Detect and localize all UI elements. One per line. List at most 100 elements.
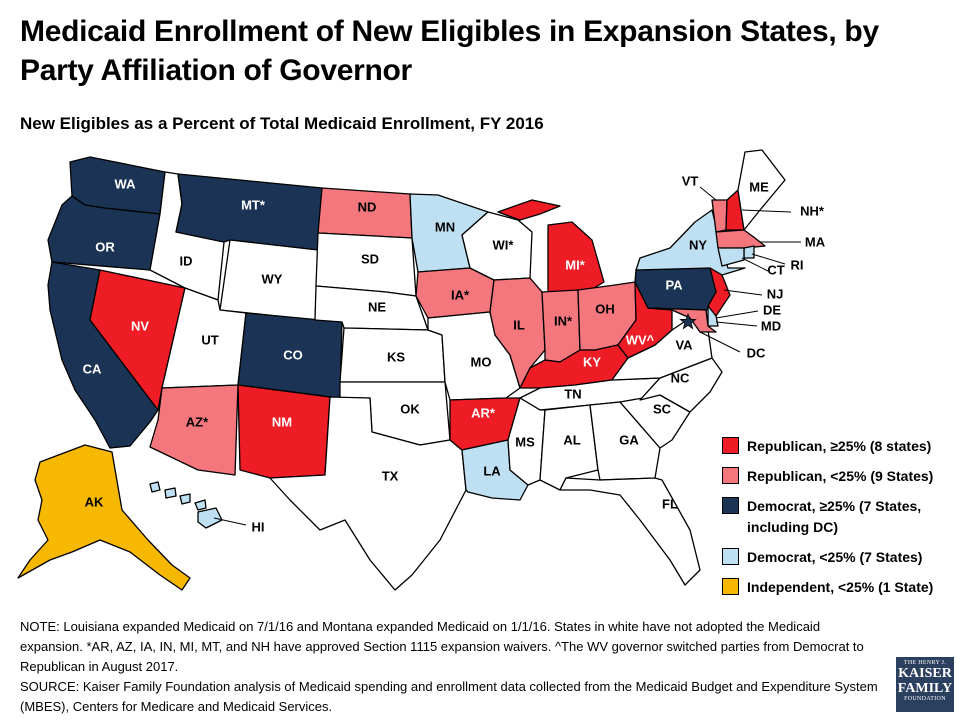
state-label-ma: MA	[805, 234, 826, 249]
page-title: Medicaid Enrollment of New Eligibles in …	[20, 15, 879, 87]
legend-label: Republican, <25% (9 States)	[747, 468, 934, 484]
state-ri	[743, 245, 755, 259]
state-label-ri: RI	[791, 257, 804, 272]
state-label-ct: CT	[767, 262, 784, 277]
legend-item-democrat-low: Democrat, <25% (7 States)	[722, 547, 960, 568]
state-label-va: VA	[675, 337, 693, 352]
state-nc	[639, 357, 723, 413]
map-subtitle: New Eligibles as a Percent of Total Medi…	[20, 114, 544, 133]
label-leader-line	[715, 321, 758, 327]
state-label-me: ME	[749, 179, 769, 194]
state-label-oh: OH	[595, 301, 615, 316]
state-label-nv: NV	[131, 318, 149, 333]
legend-label: Republican, ≥25% (8 states)	[747, 438, 932, 454]
state-label-de: DE	[763, 302, 781, 317]
state-al	[539, 404, 599, 491]
state-wi	[461, 211, 533, 281]
label-leader-line	[699, 186, 717, 201]
label-leader-line	[213, 517, 247, 526]
logo-line: THE HENRY J.	[903, 660, 947, 666]
label-leader-line	[741, 209, 792, 213]
legend-item-republican-high: Republican, ≥25% (8 states)	[722, 436, 960, 457]
state-label-nj: NJ	[767, 286, 784, 301]
state-label-nm: NM	[272, 414, 292, 429]
state-label-ks: KS	[387, 349, 405, 364]
label-leader-line	[741, 257, 769, 272]
state-label-dc: DC	[747, 345, 766, 360]
state-tx	[269, 396, 467, 591]
state-ny	[635, 209, 746, 276]
state-label-ms: MS	[515, 434, 535, 449]
state-label-ne: NE	[368, 299, 386, 314]
state-dc-star	[679, 312, 697, 330]
footnotes: NOTE: Louisiana expanded Medicaid on 7/1…	[20, 617, 880, 717]
note-text: NOTE: Louisiana expanded Medicaid on 7/1…	[20, 619, 864, 674]
state-label-tn: TN	[564, 386, 581, 401]
label-leader-line	[723, 289, 763, 296]
state-label-ak: AK	[85, 494, 104, 509]
state-label-wa: WA	[115, 176, 137, 191]
state-label-sc: SC	[653, 401, 672, 416]
state-ct	[717, 247, 745, 267]
state-label-id: ID	[180, 253, 193, 268]
state-az	[149, 384, 239, 476]
state-label-pa: PA	[665, 277, 683, 292]
logo-line: KAISER	[898, 666, 952, 681]
label-leader-line	[715, 310, 759, 319]
state-label-ar: AR*	[471, 405, 496, 420]
state-label-ga: GA	[619, 432, 639, 447]
legend-item-independent-low: Independent, <25% (1 State)	[722, 577, 960, 598]
map-legend: Republican, ≥25% (8 states) Republican, …	[722, 436, 960, 607]
legend-swatch	[722, 437, 739, 454]
legend-item-republican-low: Republican, <25% (9 States)	[722, 466, 960, 487]
state-label-md: MD	[761, 318, 781, 333]
state-label-mn: MN	[435, 219, 455, 234]
state-label-or: OR	[95, 239, 115, 254]
state-label-az: AZ*	[186, 414, 209, 429]
state-label-ut: UT	[201, 332, 218, 347]
state-label-la: LA	[483, 463, 501, 478]
state-label-in: IN*	[554, 313, 573, 328]
state-label-al: AL	[563, 432, 580, 447]
state-label-ny: NY	[689, 237, 707, 252]
state-label-nd: ND	[358, 199, 377, 214]
kff-logo: THE HENRY J. KAISER FAMILY FOUNDATION	[896, 657, 954, 712]
logo-line: FOUNDATION	[904, 696, 946, 702]
state-label-il: IL	[513, 317, 525, 332]
state-label-nc: NC	[671, 370, 690, 385]
state-label-mo: MO	[471, 354, 492, 369]
legend-swatch	[722, 467, 739, 484]
legend-swatch	[722, 578, 739, 595]
source-text: SOURCE: Kaiser Family Foundation analysi…	[20, 679, 878, 714]
state-label-wi: WI*	[493, 237, 515, 252]
legend-label: Democrat, <25% (7 States)	[747, 549, 923, 565]
state-label-ok: OK	[400, 401, 420, 416]
legend-label: Democrat, ≥25% (7 States, including DC)	[747, 498, 922, 535]
state-label-vt: VT	[682, 173, 699, 188]
state-label-wy: WY	[262, 271, 283, 286]
state-hi	[149, 481, 223, 529]
legend-swatch	[722, 548, 739, 565]
state-de	[707, 305, 719, 327]
state-fl	[559, 477, 701, 586]
logo-line: FAMILY	[897, 681, 953, 696]
state-label-hi: HI	[252, 519, 265, 534]
state-ma	[715, 229, 766, 249]
label-leader-line	[751, 253, 786, 265]
state-ak	[17, 444, 191, 591]
state-label-tx: TX	[382, 468, 399, 483]
legend-swatch	[722, 497, 739, 514]
state-label-mi: MI*	[565, 257, 585, 272]
state-label-mt: MT*	[241, 197, 266, 212]
us-map: WA OR CA NV ID MT* WY UT CO AZ* NM ND SD NE KS OK TX MN IA…	[17, 149, 826, 591]
legend-label: Independent, <25% (1 State)	[747, 579, 934, 595]
state-label-wv: WV^	[626, 332, 655, 347]
state-md	[647, 307, 717, 333]
state-nm	[237, 384, 331, 479]
state-label-co: CO	[283, 347, 303, 362]
state-label-nh: NH*	[800, 203, 825, 218]
state-label-ia: IA*	[451, 287, 470, 302]
legend-item-democrat-high: Democrat, ≥25% (7 States, including DC)	[722, 496, 960, 538]
state-label-ca: CA	[83, 361, 102, 376]
state-label-fl: FL	[662, 496, 678, 511]
